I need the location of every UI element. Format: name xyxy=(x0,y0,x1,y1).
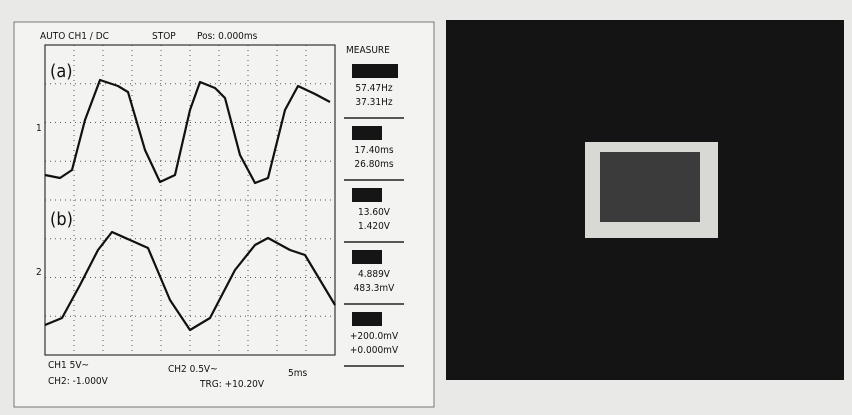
ch2-scale: CH2 0.5V~ xyxy=(168,364,218,375)
ch1-scale: CH1 5V~ xyxy=(48,360,89,371)
measure-value: 13.60V xyxy=(358,207,391,218)
timebase: 5ms xyxy=(288,368,307,379)
trace-label: (b) xyxy=(50,209,73,230)
measure-badge xyxy=(352,126,382,140)
channel-marker: 2 xyxy=(36,267,42,278)
trigger-level: TRG: +10.20V xyxy=(199,379,265,390)
measure-value: 17.40ms xyxy=(354,145,394,156)
measure-value: 483.3mV xyxy=(354,283,396,294)
channel-marker: 1 xyxy=(36,123,42,134)
position-label: Pos: 0.000ms xyxy=(197,31,258,42)
measure-value: 4.889V xyxy=(358,269,391,280)
trace-label: (a) xyxy=(50,61,73,82)
patch-shadow xyxy=(600,152,700,222)
mode-label: AUTO CH1 / DC xyxy=(40,31,109,42)
figure: AUTO CH1 / DC STOP Pos: 0.000ms (a) (b) … xyxy=(0,0,852,415)
ch2-offset: CH2: -1.000V xyxy=(48,376,109,387)
measure-badge xyxy=(352,250,382,264)
measure-value: 57.47Hz xyxy=(355,83,393,94)
measure-value: 37.31Hz xyxy=(355,97,393,108)
measure-value: 1.420V xyxy=(358,221,391,232)
measure-value: +0.000mV xyxy=(350,345,399,356)
measure-value: 26.80ms xyxy=(354,159,394,170)
measure-badge xyxy=(352,188,382,202)
measure-value: +200.0mV xyxy=(350,331,399,342)
measure-badge xyxy=(352,64,398,78)
measure-title: MEASURE xyxy=(346,45,390,56)
status-label: STOP xyxy=(152,31,176,42)
measure-badge xyxy=(352,312,382,326)
